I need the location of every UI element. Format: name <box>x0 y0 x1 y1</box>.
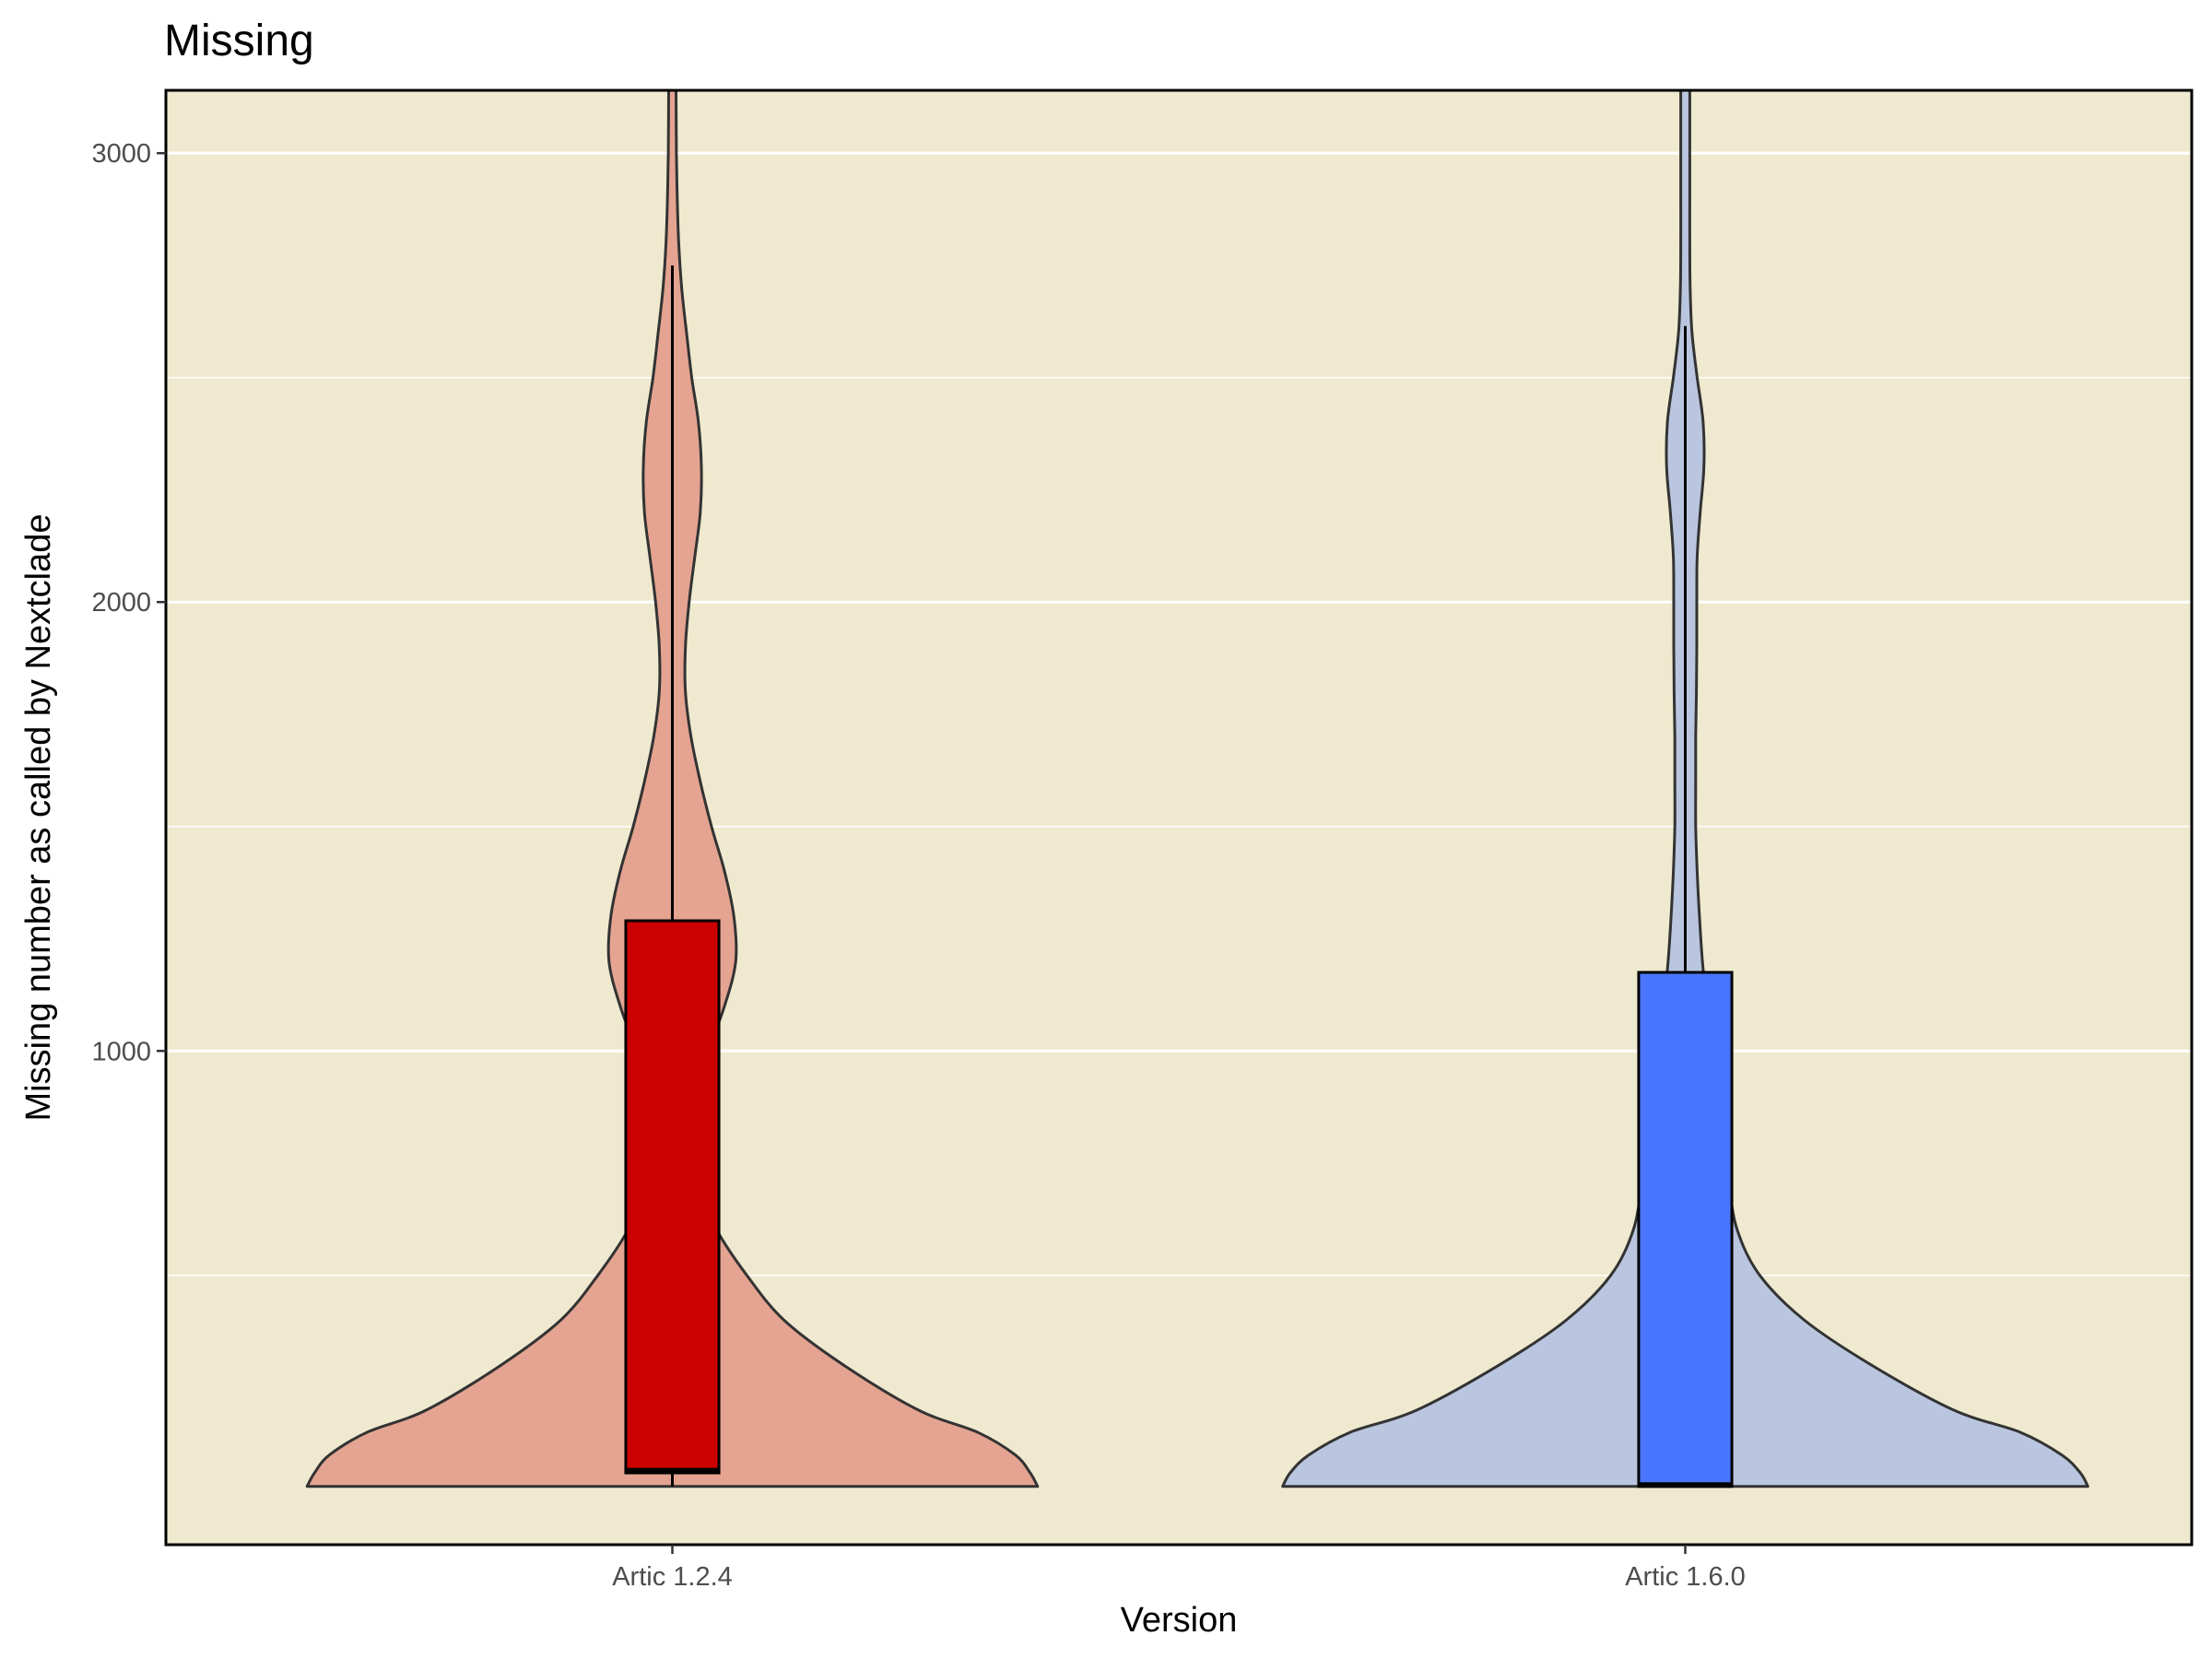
box-0 <box>624 919 721 1475</box>
y-tick-label-1000: 1000 <box>91 1037 151 1066</box>
x-axis-title: Version <box>1121 1601 1238 1640</box>
plot-panel <box>166 90 2192 1545</box>
x-tick-label-1: Artic 1.6.0 <box>1625 1562 1746 1592</box>
boxplots <box>624 265 1734 1488</box>
x-axis: Artic 1.2.4 Artic 1.6.0 <box>612 1545 1746 1592</box>
y-axis: 1000 2000 3000 <box>91 139 166 1066</box>
grid-lines <box>166 151 2192 1277</box>
plot-panel-border <box>164 88 2194 1547</box>
box-1 <box>1637 971 1734 1488</box>
y-axis-title: Missing number as called by Nextclade <box>19 514 58 1122</box>
y-tick-label-3000: 3000 <box>91 139 151 169</box>
y-tick-label-2000: 2000 <box>91 588 151 618</box>
chart-title: Missing <box>164 17 314 65</box>
x-tick-label-0: Artic 1.2.4 <box>612 1562 733 1592</box>
